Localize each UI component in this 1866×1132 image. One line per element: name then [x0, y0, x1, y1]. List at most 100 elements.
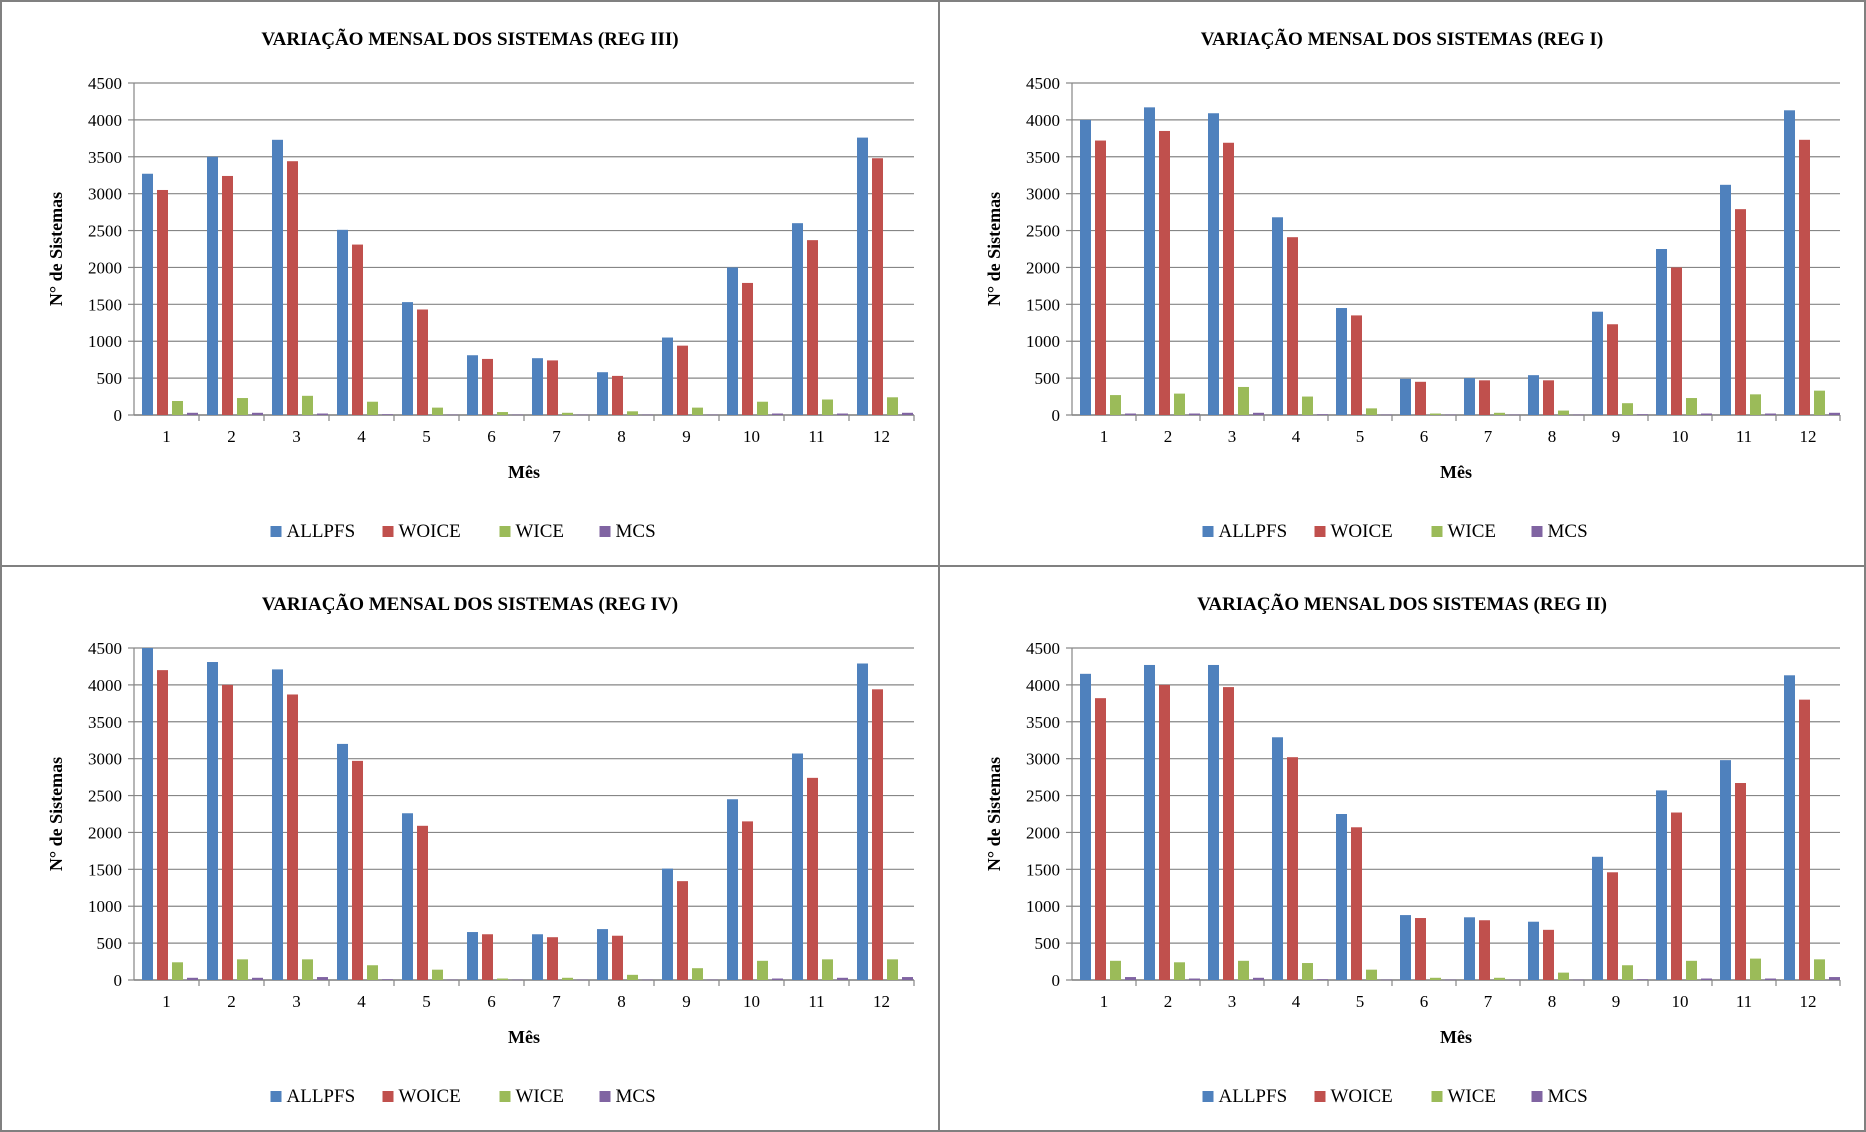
chart-panel-reg-iii: VARIAÇÃO MENSAL DOS SISTEMAS (REG III) 0 5… [0, 0, 940, 567]
y-tick-label: 3500 [88, 148, 122, 167]
bar-wice [692, 407, 703, 415]
bar-wice [1558, 972, 1569, 980]
bar-allpfs [532, 358, 543, 415]
bar-allpfs [467, 355, 478, 415]
x-tick-label: 9 [682, 427, 691, 446]
bar-allpfs [662, 337, 673, 415]
legend-label: WICE [516, 521, 565, 542]
x-tick-label: 5 [1356, 427, 1365, 446]
bar-allpfs [337, 743, 348, 980]
bar-mcs [1381, 414, 1392, 416]
bar-allpfs [857, 663, 868, 980]
bar-wice [627, 411, 638, 415]
y-tick-label: 2500 [88, 222, 122, 241]
bar-woice [1543, 929, 1554, 980]
bar-woice [222, 684, 233, 980]
legend-label: WICE [1448, 1086, 1497, 1107]
bar-woice [677, 345, 688, 415]
bar-mcs [512, 979, 523, 981]
bar-allpfs [1592, 311, 1603, 415]
legend-swatch-woice [1314, 526, 1326, 537]
bar-allpfs [1592, 856, 1603, 980]
y-tick-label: 1500 [1026, 295, 1060, 314]
bar-woice [807, 240, 818, 415]
legend-swatch-wice [1431, 526, 1443, 537]
bar-wice [237, 398, 248, 415]
bar-woice [352, 760, 363, 980]
bar-woice [872, 158, 883, 415]
bar-allpfs [1784, 675, 1795, 980]
y-tick-label: 4000 [88, 676, 122, 695]
y-tick-label: 4000 [1026, 111, 1060, 130]
x-tick-label: 11 [1736, 427, 1752, 446]
bar-woice [417, 825, 428, 980]
bar-allpfs [1272, 737, 1283, 980]
bar-mcs [1125, 413, 1136, 415]
bar-allpfs [1336, 814, 1347, 980]
bar-allpfs [727, 267, 738, 415]
bar-woice [287, 161, 298, 415]
bar-wice [757, 960, 768, 980]
legend-label: WOICE [1331, 1086, 1393, 1107]
bar-woice [1607, 324, 1618, 415]
y-tick-label: 0 [1052, 971, 1061, 990]
x-tick-label: 4 [1292, 992, 1301, 1011]
x-tick-label: 7 [1484, 427, 1493, 446]
y-tick-label: 3000 [88, 185, 122, 204]
y-tick-label: 3000 [88, 750, 122, 769]
bar-woice [417, 309, 428, 415]
bar-allpfs [597, 372, 608, 415]
bar-woice [1479, 920, 1490, 980]
bar-allpfs [272, 139, 283, 415]
x-tick-label: 2 [1164, 992, 1173, 1011]
x-tick-label: 2 [227, 427, 236, 446]
chart-panel-reg-iv: VARIAÇÃO MENSAL DOS SISTEMAS (REG IV) 0 50… [0, 565, 940, 1132]
bar-wice [562, 977, 573, 980]
bar-wice [1622, 965, 1633, 980]
bar-mcs [1701, 413, 1712, 415]
x-axis-label: Mês [1440, 1027, 1472, 1047]
bar-wice [1494, 412, 1505, 415]
x-tick-label: 12 [1800, 992, 1817, 1011]
x-tick-label: 4 [357, 427, 366, 446]
y-tick-label: 4500 [1026, 639, 1060, 658]
bar-mcs [1445, 979, 1456, 981]
bar-allpfs [1144, 664, 1155, 980]
bar-woice [1735, 209, 1746, 415]
bar-wice [822, 959, 833, 980]
x-tick-label: 6 [487, 427, 496, 446]
bar-wice [1302, 396, 1313, 415]
bar-wice [1686, 398, 1697, 415]
bar-mcs [1829, 977, 1840, 980]
legend-swatch-allpfs [1202, 526, 1214, 537]
bar-mcs [1573, 414, 1584, 416]
y-tick-label: 1500 [1026, 860, 1060, 879]
y-tick-label: 500 [1035, 369, 1061, 388]
bar-mcs [772, 413, 783, 415]
bar-allpfs [1400, 915, 1411, 980]
chart-panel-reg-i: VARIAÇÃO MENSAL DOS SISTEMAS (REG I) 0 500… [938, 0, 1866, 567]
y-tick-label: 3500 [88, 713, 122, 732]
y-tick-label: 0 [1052, 406, 1061, 425]
y-tick-label: 2000 [88, 823, 122, 842]
y-axis-label: N° de Sistemas [46, 757, 66, 871]
bar-wice [367, 401, 378, 415]
bar-woice [1351, 315, 1362, 415]
bar-allpfs [1784, 110, 1795, 415]
x-tick-label: 12 [873, 992, 890, 1011]
bar-woice [1415, 381, 1426, 415]
chart-svg: VARIAÇÃO MENSAL DOS SISTEMAS (REG II) 0 50… [984, 593, 1841, 1107]
bar-mcs [707, 979, 718, 981]
bar-allpfs [532, 934, 543, 980]
y-axis-label: N° de Sistemas [46, 192, 66, 306]
bar-mcs [1445, 414, 1456, 416]
legend-label: WOICE [399, 1086, 461, 1107]
bar-mcs [252, 412, 263, 415]
x-tick-label: 8 [617, 427, 626, 446]
bar-allpfs [792, 223, 803, 415]
y-tick-label: 4500 [88, 74, 122, 93]
x-axis-label: Mês [508, 462, 540, 482]
bar-mcs [577, 979, 588, 981]
legend-label: ALLPFS [287, 521, 356, 542]
bar-wice [1686, 960, 1697, 980]
